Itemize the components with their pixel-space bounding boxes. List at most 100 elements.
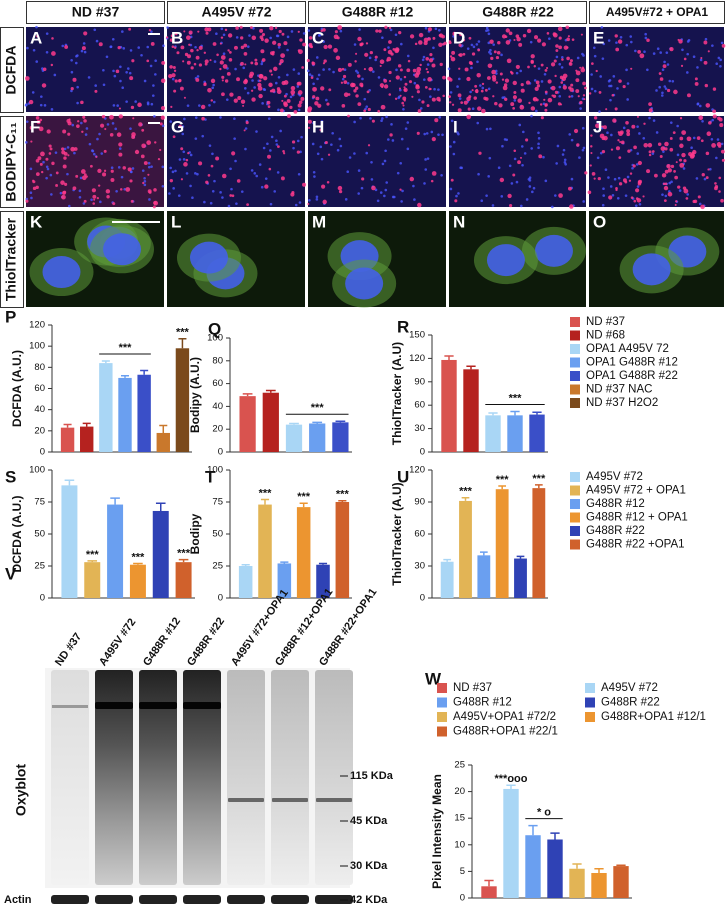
nucleus xyxy=(116,104,119,107)
nucleus xyxy=(330,143,333,146)
error-bar xyxy=(87,560,98,563)
stain xyxy=(438,42,443,47)
column-header: G488R #12 xyxy=(342,4,414,20)
y-tick-label: 0 xyxy=(40,593,45,604)
stain xyxy=(432,36,436,40)
stain xyxy=(442,75,446,80)
actin-band xyxy=(95,895,133,904)
nucleus xyxy=(521,163,524,167)
stain xyxy=(334,30,338,34)
stain xyxy=(322,199,327,205)
nucleus xyxy=(581,148,585,152)
stain xyxy=(427,37,431,41)
nucleus xyxy=(456,85,459,88)
stain xyxy=(293,109,298,114)
stain xyxy=(672,131,676,135)
stain xyxy=(319,128,322,132)
stain xyxy=(97,168,102,174)
stain xyxy=(210,164,214,168)
stain xyxy=(601,125,604,128)
nucleus xyxy=(25,103,28,106)
error-bar xyxy=(516,555,525,559)
nucleus xyxy=(78,189,82,193)
nucleus xyxy=(177,194,181,197)
nucleus xyxy=(168,192,171,195)
error-bar xyxy=(82,422,91,427)
nucleus xyxy=(39,103,43,107)
stain xyxy=(159,122,163,126)
stain xyxy=(353,89,357,93)
stain xyxy=(243,43,248,48)
stain xyxy=(129,76,134,81)
stain xyxy=(178,79,182,83)
stain xyxy=(73,147,78,151)
stain xyxy=(557,102,562,106)
error-bar xyxy=(466,365,476,370)
stain xyxy=(152,205,156,209)
nucleus xyxy=(652,119,656,122)
stain xyxy=(589,92,592,95)
stain xyxy=(512,173,516,177)
stain xyxy=(347,62,352,67)
y-tick-label: 5 xyxy=(460,866,465,877)
nucleus xyxy=(320,120,324,123)
nucleus xyxy=(79,176,83,180)
nucleus xyxy=(307,29,311,32)
nucleus xyxy=(379,191,383,194)
stain xyxy=(635,197,639,200)
y-tick-label: 0 xyxy=(420,447,425,458)
stain xyxy=(374,55,378,59)
error-bar xyxy=(534,484,543,489)
bar xyxy=(495,489,509,598)
legend-swatch xyxy=(585,712,595,722)
stain xyxy=(675,161,678,164)
error-bar xyxy=(312,421,323,424)
stain xyxy=(35,185,39,190)
nucleus xyxy=(501,144,504,148)
stain xyxy=(528,101,531,105)
stain xyxy=(706,131,712,137)
nucleus xyxy=(154,73,157,76)
stain xyxy=(48,144,52,148)
nucleus xyxy=(437,133,440,136)
stain xyxy=(100,123,105,128)
nucleus xyxy=(607,176,610,179)
error-bar xyxy=(242,393,253,397)
nucleus xyxy=(686,71,689,74)
stain xyxy=(401,101,404,105)
nucleus xyxy=(503,138,507,141)
stain xyxy=(555,44,559,48)
stain xyxy=(505,28,510,33)
nucleus xyxy=(308,198,311,202)
nucleus xyxy=(161,184,165,188)
nucleus xyxy=(563,158,567,162)
stain xyxy=(125,187,131,192)
nucleus xyxy=(630,40,633,44)
stain xyxy=(81,130,84,133)
stain xyxy=(67,154,70,157)
bar xyxy=(332,422,349,452)
stain xyxy=(250,61,254,65)
stain xyxy=(519,104,525,110)
nucleus xyxy=(423,78,426,81)
stain xyxy=(582,81,586,86)
stain xyxy=(61,194,66,200)
stain xyxy=(28,99,34,105)
legend-swatch xyxy=(570,539,580,550)
stain xyxy=(464,67,469,72)
stain xyxy=(679,117,683,120)
nucleus xyxy=(274,81,278,85)
nucleus xyxy=(492,43,495,46)
stain xyxy=(314,101,319,106)
stain xyxy=(680,64,684,67)
stain xyxy=(451,103,455,106)
nucleus xyxy=(616,197,620,200)
stain xyxy=(37,156,42,161)
nucleus xyxy=(624,194,628,197)
stain xyxy=(518,42,523,47)
nucleus xyxy=(711,118,715,122)
significance: *** xyxy=(131,551,145,563)
stain xyxy=(375,29,379,33)
stain xyxy=(462,52,466,56)
size-marker: 30 KDa xyxy=(350,860,388,872)
